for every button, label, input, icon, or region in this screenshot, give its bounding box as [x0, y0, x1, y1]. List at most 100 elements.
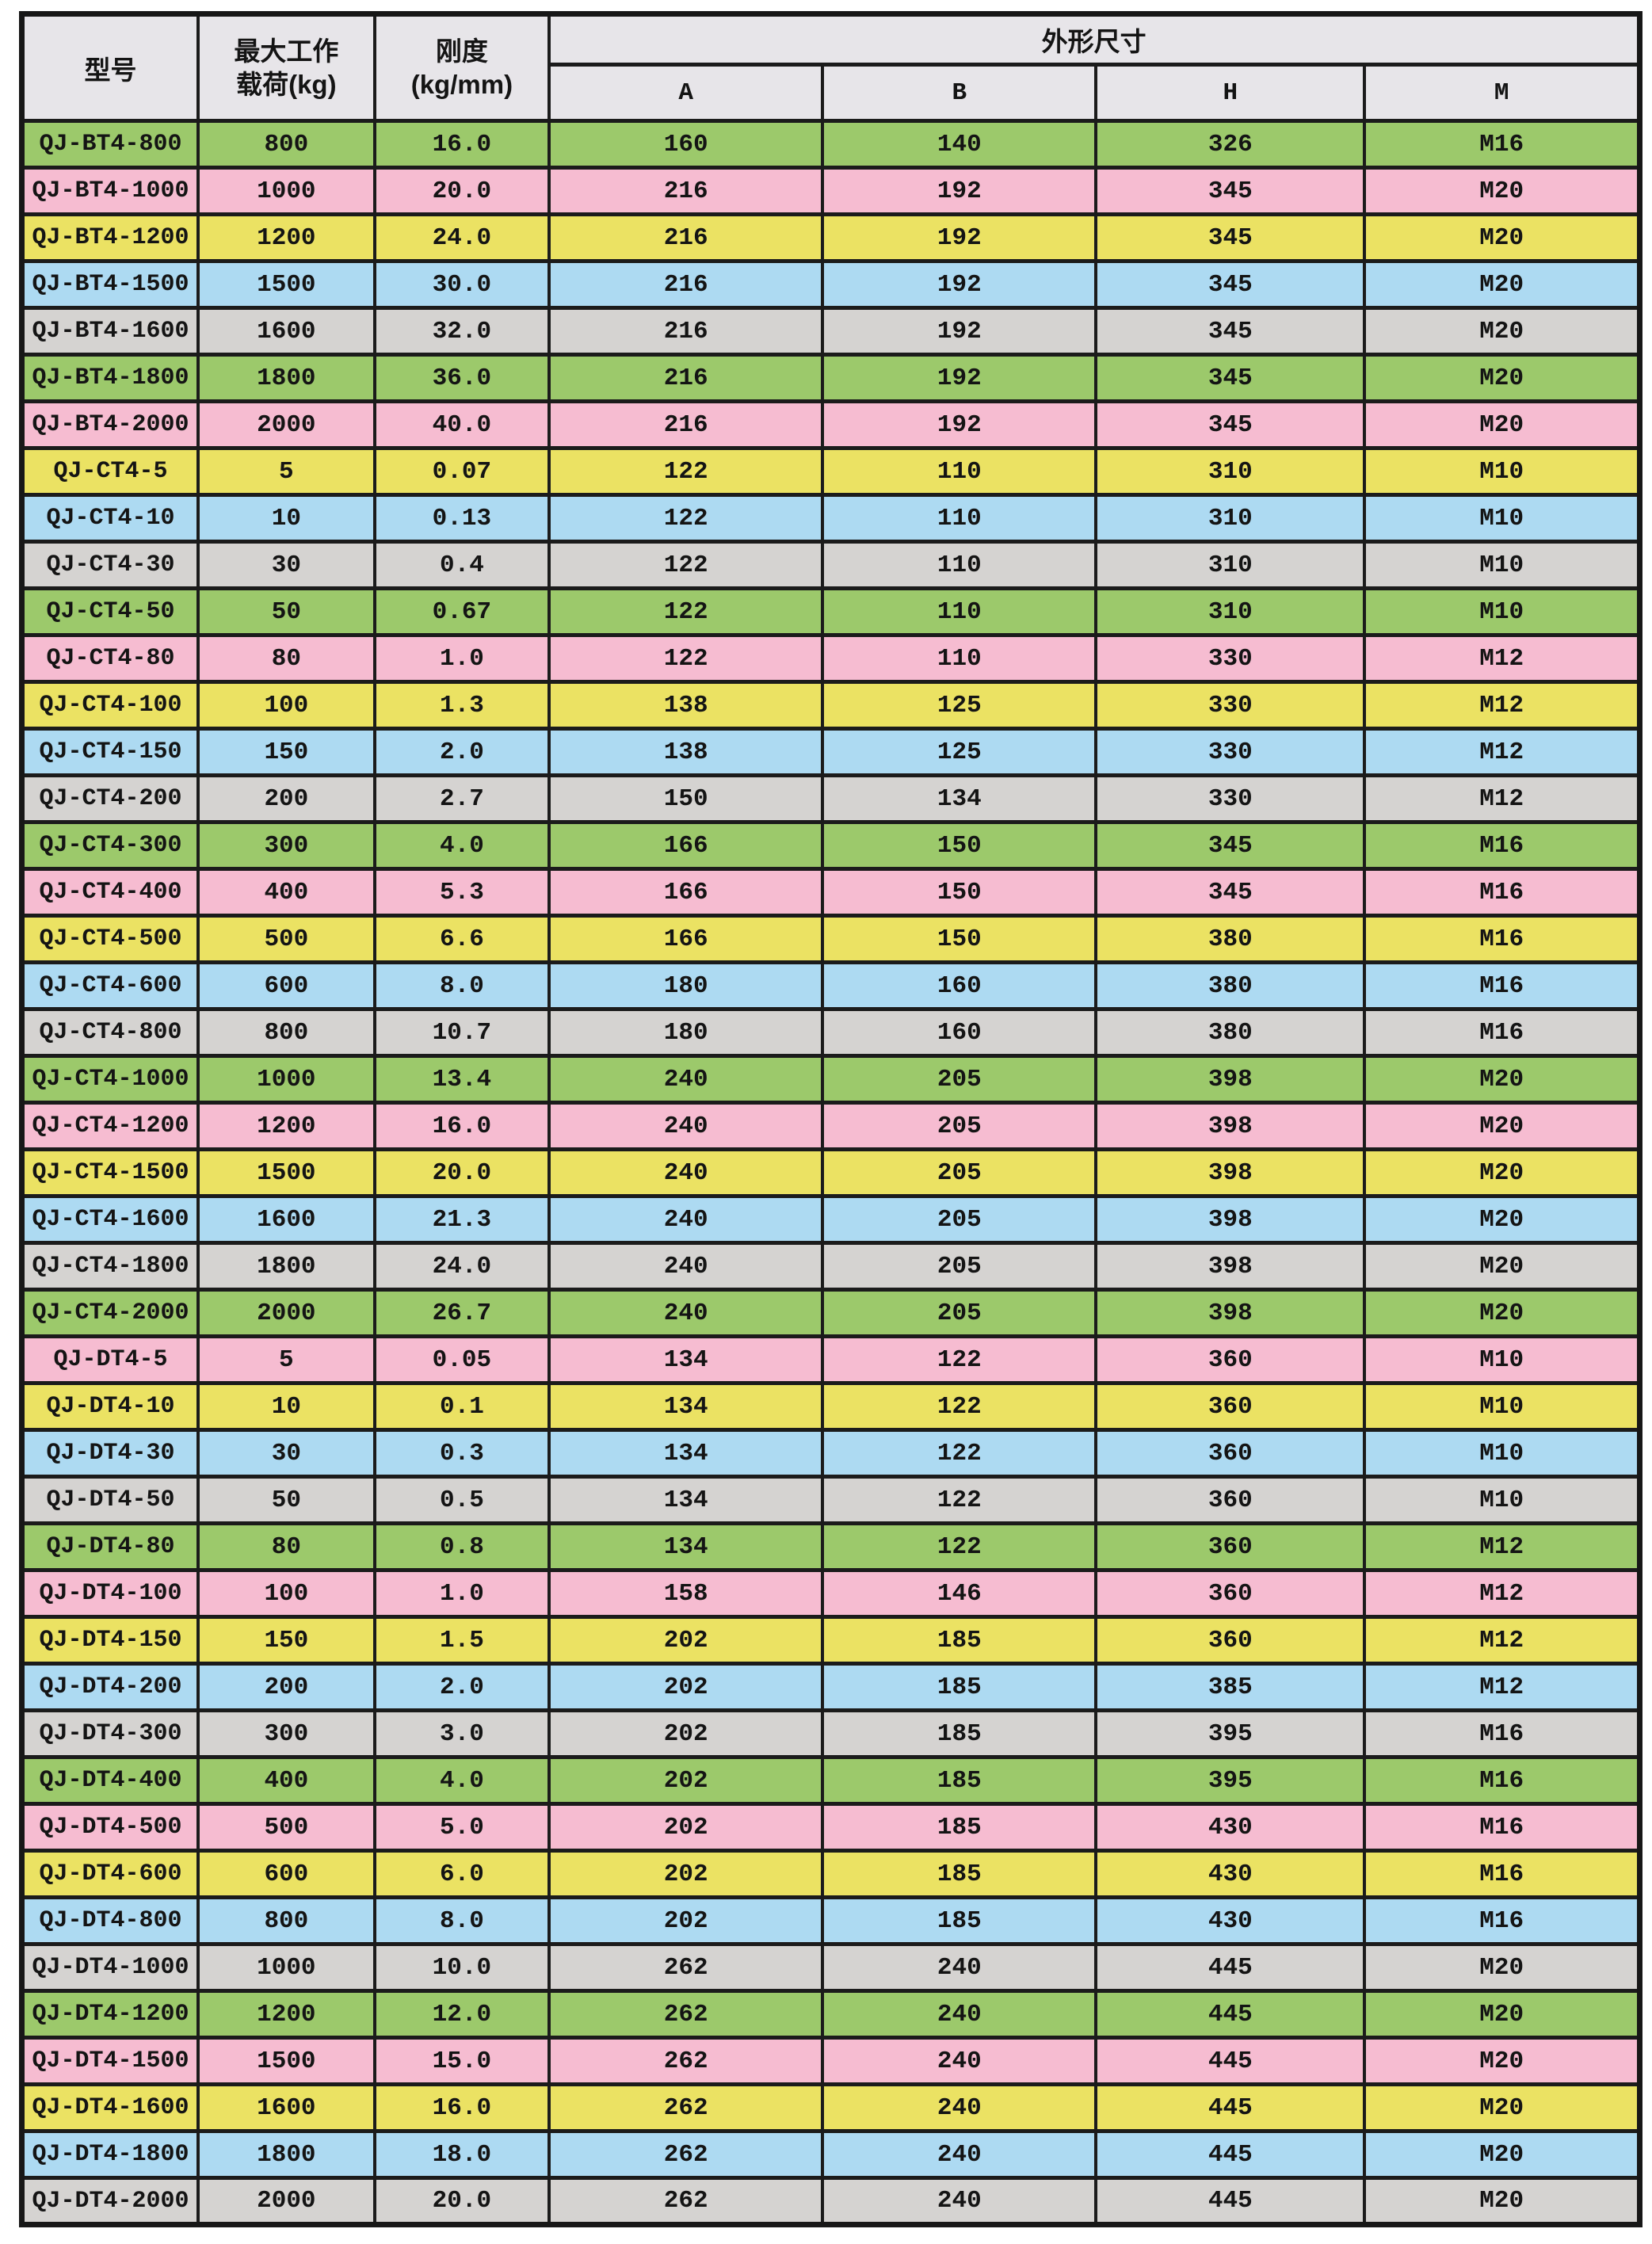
- cell-dim-h: 445: [1094, 2129, 1367, 2180]
- cell-dim-a: 202: [547, 1755, 825, 1806]
- cell-dim-a: 216: [547, 212, 825, 263]
- table-row: QJ-CT4-500 500 6.6 166 150 380 M16: [20, 914, 1642, 964]
- cell-dim-a: 216: [547, 306, 825, 357]
- table-row: QJ-BT4-800 800 16.0 160 140 326 M16: [20, 119, 1642, 170]
- cell-model: QJ-DT4-1200: [20, 1989, 200, 2040]
- cell-max-load: 100: [196, 680, 376, 731]
- cell-dim-h: 395: [1094, 1755, 1367, 1806]
- cell-max-load: 300: [196, 820, 376, 871]
- cell-dim-h: 360: [1094, 1521, 1367, 1572]
- cell-stiffness: 26.7: [372, 1288, 551, 1338]
- cell-dim-h: 360: [1094, 1334, 1367, 1385]
- cell-max-load: 2000: [196, 2176, 376, 2227]
- cell-dim-b: 110: [821, 633, 1098, 684]
- cell-max-load: 1600: [196, 306, 376, 357]
- cell-dim-h: 326: [1094, 119, 1367, 170]
- cell-dim-a: 202: [547, 1615, 825, 1666]
- cell-model: QJ-CT4-600: [20, 960, 200, 1011]
- cell-max-load: 1200: [196, 212, 376, 263]
- table-row: QJ-DT4-1800 1800 18.0 262 240 445 M20: [20, 2129, 1642, 2180]
- cell-dim-m: M20: [1363, 353, 1642, 403]
- cell-model: QJ-CT4-300: [20, 820, 200, 871]
- cell-max-load: 100: [196, 1568, 376, 1619]
- cell-dim-m: M20: [1363, 1054, 1642, 1105]
- cell-stiffness: 40.0: [372, 399, 551, 450]
- cell-dim-h: 380: [1094, 1007, 1367, 1058]
- table-row: QJ-DT4-1200 1200 12.0 262 240 445 M20: [20, 1989, 1642, 2040]
- table-row: QJ-DT4-500 500 5.0 202 185 430 M16: [20, 1802, 1642, 1853]
- cell-dim-m: M20: [1363, 1989, 1642, 2040]
- cell-dim-m: M16: [1363, 867, 1642, 918]
- cell-dim-h: 445: [1094, 1942, 1367, 1993]
- cell-dim-m: M16: [1363, 1755, 1642, 1806]
- cell-dim-b: 192: [821, 353, 1098, 403]
- cell-stiffness: 10.0: [372, 1942, 551, 1993]
- cell-dim-m: M12: [1363, 1568, 1642, 1619]
- cell-dim-b: 110: [821, 446, 1098, 497]
- cell-dim-h: 330: [1094, 773, 1367, 824]
- cell-dim-h: 330: [1094, 727, 1367, 777]
- cell-stiffness: 8.0: [372, 960, 551, 1011]
- cell-model: QJ-BT4-1600: [20, 306, 200, 357]
- cell-dim-h: 380: [1094, 914, 1367, 964]
- header-max-load-line2: 载荷(kg): [236, 69, 337, 99]
- cell-dim-a: 122: [547, 586, 825, 637]
- cell-dim-h: 345: [1094, 399, 1367, 450]
- cell-model: QJ-CT4-1600: [20, 1194, 200, 1245]
- cell-dim-h: 398: [1094, 1194, 1367, 1245]
- cell-dim-a: 240: [547, 1241, 825, 1292]
- cell-dim-b: 205: [821, 1241, 1098, 1292]
- table-row: QJ-CT4-1000 1000 13.4 240 205 398 M20: [20, 1054, 1642, 1105]
- cell-model: QJ-DT4-30: [20, 1428, 200, 1479]
- cell-dim-a: 262: [547, 2036, 825, 2086]
- cell-dim-m: M10: [1363, 1475, 1642, 1525]
- cell-dim-a: 158: [547, 1568, 825, 1619]
- cell-dim-h: 385: [1094, 1662, 1367, 1712]
- cell-dim-a: 166: [547, 820, 825, 871]
- cell-stiffness: 10.7: [372, 1007, 551, 1058]
- cell-model: QJ-CT4-400: [20, 867, 200, 918]
- cell-dim-b: 110: [821, 493, 1098, 544]
- header-max-load: 最大工作 载荷(kg): [196, 12, 376, 123]
- cell-max-load: 1000: [196, 1054, 376, 1105]
- cell-dim-b: 140: [821, 119, 1098, 170]
- cell-dim-h: 330: [1094, 633, 1367, 684]
- table-row: QJ-CT4-300 300 4.0 166 150 345 M16: [20, 820, 1642, 871]
- cell-max-load: 1200: [196, 1101, 376, 1151]
- cell-dim-b: 192: [821, 212, 1098, 263]
- cell-dim-m: M12: [1363, 1615, 1642, 1666]
- cell-dim-h: 360: [1094, 1381, 1367, 1432]
- table-row: QJ-BT4-1800 1800 36.0 216 192 345 M20: [20, 353, 1642, 403]
- cell-stiffness: 4.0: [372, 820, 551, 871]
- cell-dim-h: 330: [1094, 680, 1367, 731]
- cell-dim-b: 110: [821, 586, 1098, 637]
- cell-stiffness: 0.4: [372, 540, 551, 590]
- cell-stiffness: 0.13: [372, 493, 551, 544]
- cell-model: QJ-CT4-150: [20, 727, 200, 777]
- cell-dim-b: 150: [821, 914, 1098, 964]
- cell-dim-m: M20: [1363, 1147, 1642, 1198]
- cell-dim-m: M10: [1363, 493, 1642, 544]
- cell-stiffness: 0.5: [372, 1475, 551, 1525]
- cell-dim-b: 205: [821, 1147, 1098, 1198]
- cell-stiffness: 8.0: [372, 1895, 551, 1946]
- cell-dim-m: M12: [1363, 1521, 1642, 1572]
- cell-dim-a: 122: [547, 493, 825, 544]
- table-row: QJ-BT4-1500 1500 30.0 216 192 345 M20: [20, 259, 1642, 310]
- table-row: QJ-CT4-1800 1800 24.0 240 205 398 M20: [20, 1241, 1642, 1292]
- cell-dim-b: 185: [821, 1662, 1098, 1712]
- cell-max-load: 80: [196, 1521, 376, 1572]
- header-dimensions: 外形尺寸: [547, 12, 1642, 67]
- cell-max-load: 5: [196, 1334, 376, 1385]
- table-row: QJ-DT4-30 30 0.3 134 122 360 M10: [20, 1428, 1642, 1479]
- cell-dim-a: 202: [547, 1849, 825, 1899]
- table-row: QJ-CT4-10 10 0.13 122 110 310 M10: [20, 493, 1642, 544]
- cell-max-load: 1600: [196, 1194, 376, 1245]
- table-row: QJ-DT4-400 400 4.0 202 185 395 M16: [20, 1755, 1642, 1806]
- cell-dim-a: 166: [547, 914, 825, 964]
- cell-dim-m: M12: [1363, 1662, 1642, 1712]
- cell-model: QJ-CT4-30: [20, 540, 200, 590]
- table-row: QJ-DT4-1000 1000 10.0 262 240 445 M20: [20, 1942, 1642, 1993]
- table-row: QJ-CT4-600 600 8.0 180 160 380 M16: [20, 960, 1642, 1011]
- cell-dim-h: 345: [1094, 259, 1367, 310]
